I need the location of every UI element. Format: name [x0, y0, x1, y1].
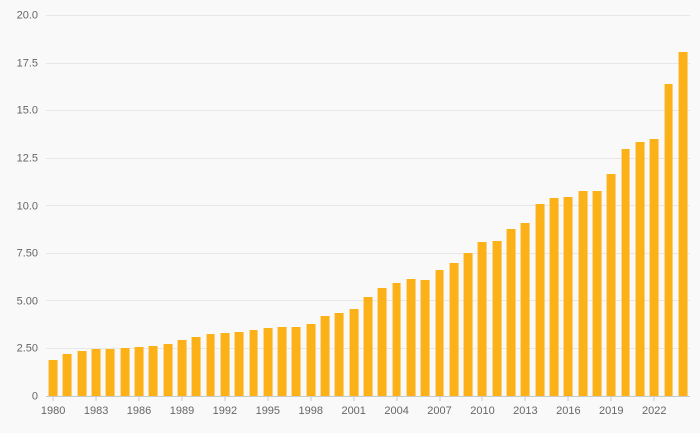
bar-2003[interactable]	[377, 287, 387, 396]
bar-2013[interactable]	[520, 223, 530, 396]
x-tick-mark	[396, 397, 398, 401]
bar-1999[interactable]	[320, 316, 330, 396]
y-tick-label: 7.50	[16, 247, 38, 260]
bar-2004[interactable]	[392, 282, 402, 396]
y-tick-label: 12.5	[16, 152, 38, 165]
x-tick-label: 1986	[126, 405, 152, 417]
y-tick-label: 17.5	[16, 57, 38, 70]
x-tick-label: 1995	[255, 405, 281, 417]
bar-1984[interactable]	[105, 348, 115, 396]
gridline	[46, 110, 690, 111]
bar-1992[interactable]	[220, 333, 230, 396]
x-tick-label: 2010	[470, 405, 495, 417]
bar-1981[interactable]	[63, 354, 72, 396]
bar-1982[interactable]	[77, 351, 87, 396]
bar-1991[interactable]	[206, 334, 215, 396]
y-tick-label: 10.0	[16, 200, 38, 212]
bar-2021[interactable]	[635, 142, 645, 396]
bar-2022[interactable]	[649, 138, 659, 396]
x-tick-label: 1992	[212, 405, 238, 417]
x-tick-label: 2016	[556, 405, 581, 417]
x-tick-mark	[181, 397, 183, 401]
x-tick-label: 1998	[298, 405, 323, 417]
bar-1996[interactable]	[277, 326, 287, 396]
x-tick-mark	[567, 397, 569, 401]
x-tick-label: 2013	[513, 405, 538, 417]
bar-2012[interactable]	[506, 228, 516, 396]
x-tick-label: 2001	[341, 405, 366, 417]
bar-2000[interactable]	[334, 313, 344, 396]
bar-2020[interactable]	[621, 149, 631, 396]
bar-2014[interactable]	[535, 204, 545, 396]
x-tick-label: 1980	[40, 405, 66, 417]
bar-1986[interactable]	[134, 346, 144, 396]
y-axis: 0 2.50 5.00 7.50 10.0 12.5 15.0 17.5 20.0	[0, 10, 40, 402]
bar-2019[interactable]	[606, 173, 616, 396]
bar-2009[interactable]	[463, 252, 473, 396]
bar-2023[interactable]	[664, 84, 673, 396]
bar-1994[interactable]	[249, 330, 258, 396]
x-tick-mark	[138, 397, 140, 401]
y-tick-label: 5.00	[16, 295, 38, 308]
gridline	[46, 62, 690, 64]
bar-2001[interactable]	[349, 308, 359, 396]
y-tick-label: 20.0	[16, 9, 38, 22]
x-tick-label: 2019	[599, 405, 624, 417]
bar-2002[interactable]	[363, 297, 373, 396]
bar-1987[interactable]	[148, 345, 158, 396]
bar-1983[interactable]	[91, 349, 101, 396]
x-tick-mark	[353, 397, 355, 401]
x-tick-mark	[95, 397, 97, 401]
bar-1985[interactable]	[120, 347, 130, 396]
x-tick-label: 1989	[169, 405, 195, 417]
bar-1988[interactable]	[163, 343, 173, 396]
x-tick-label: 2007	[427, 405, 452, 417]
x-axis: 1980 1983 1986 1989 1992 1995 1998 2001 2004 2007…	[41, 397, 690, 433]
bar-2010[interactable]	[478, 242, 487, 396]
y-tick-label: 2.50	[16, 342, 38, 355]
x-tick-mark	[310, 397, 312, 401]
x-tick-mark	[439, 397, 441, 401]
x-tick-label: 2022	[641, 405, 667, 417]
bar-2016[interactable]	[563, 197, 573, 396]
bar-2006[interactable]	[420, 280, 430, 396]
bar-2024[interactable]	[678, 52, 688, 396]
bar-2017[interactable]	[578, 190, 588, 396]
gridline	[46, 252, 690, 254]
bar-2007[interactable]	[435, 269, 444, 396]
x-tick-mark	[610, 397, 612, 401]
plot-area	[46, 15, 690, 397]
x-tick-mark	[52, 397, 54, 401]
bar-1989[interactable]	[177, 339, 187, 396]
bar-2008[interactable]	[449, 263, 459, 396]
x-tick-mark	[224, 397, 226, 401]
x-tick-mark	[267, 397, 269, 401]
y-tick-label: 0	[31, 390, 38, 403]
bar-1998[interactable]	[306, 323, 316, 396]
gridline	[46, 157, 690, 159]
gridline	[46, 205, 690, 206]
bar-1997[interactable]	[292, 326, 301, 396]
bar-1990[interactable]	[191, 337, 201, 396]
y-tick-label: 15.0	[16, 104, 38, 117]
bar-1995[interactable]	[263, 327, 273, 396]
x-tick-mark	[481, 397, 483, 401]
bar-2015[interactable]	[549, 198, 559, 396]
x-tick-label: 1983	[83, 405, 109, 417]
x-tick-mark	[524, 397, 526, 401]
x-tick-label: 2004	[384, 405, 409, 417]
gridline	[46, 15, 690, 16]
bar-2005[interactable]	[406, 279, 416, 396]
x-tick-mark	[653, 397, 655, 401]
bar-1993[interactable]	[234, 332, 244, 396]
bar-1980[interactable]	[48, 359, 58, 396]
bar-2011[interactable]	[492, 241, 502, 396]
bar-2018[interactable]	[592, 190, 602, 396]
